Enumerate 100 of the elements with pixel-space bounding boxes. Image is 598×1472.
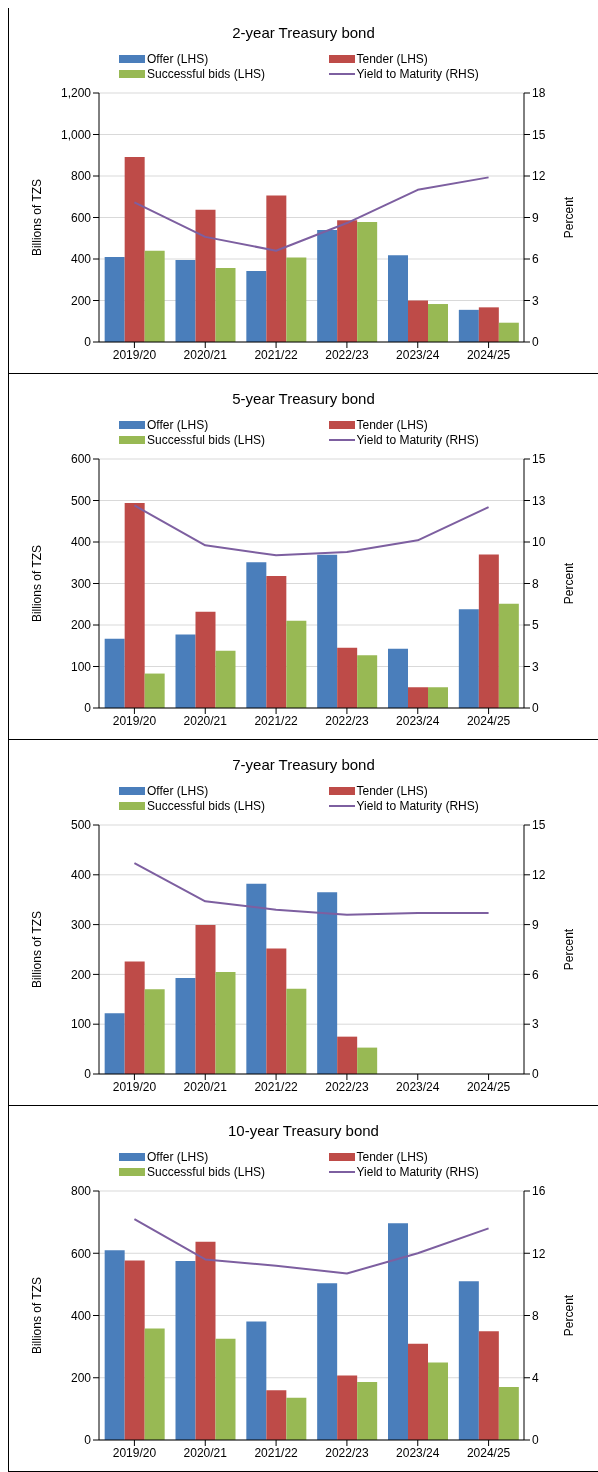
- y-tick-label: 200: [70, 618, 91, 633]
- y2-tick-label: 12: [531, 169, 546, 184]
- y2-tick-label: 0: [531, 1067, 539, 1082]
- x-tick-label: 2019/20: [112, 347, 156, 362]
- chart-title: 10-year Treasury bond: [228, 1122, 379, 1139]
- x-tick-label: 2024/25: [466, 347, 511, 362]
- x-tick-label: 2020/21: [183, 1079, 227, 1094]
- x-tick-label: 2020/21: [183, 1445, 227, 1460]
- y-tick-label: 800: [70, 1184, 91, 1199]
- y2-tick-label: 4: [531, 1371, 539, 1386]
- x-tick-label: 2022/23: [324, 713, 369, 728]
- y2-tick-label: 9: [531, 917, 539, 932]
- y-axis-title: Billions of TZS: [29, 178, 44, 257]
- legend-label: Successful bids (LHS): [147, 798, 266, 813]
- y-axis-title: Billions of TZS: [29, 544, 44, 623]
- x-tick-label: 2023/24: [395, 713, 440, 728]
- legend-label: Successful bids (LHS): [147, 432, 266, 447]
- y2-tick-label: 16: [531, 1184, 546, 1199]
- x-tick-label: 2020/21: [183, 713, 227, 728]
- y2-tick-label: 18: [531, 86, 546, 101]
- y-tick-label: 0: [83, 1433, 91, 1448]
- y-tick-label: 500: [70, 493, 91, 508]
- legend-label: Yield to Maturity (RHS): [356, 798, 479, 813]
- x-tick-label: 2019/20: [112, 1079, 156, 1094]
- y2-tick-label: 15: [531, 127, 546, 142]
- y2-axis-title: Percent: [561, 196, 576, 239]
- y2-tick-label: 0: [531, 701, 539, 716]
- y-tick-label: 300: [70, 576, 91, 591]
- y-tick-label: 0: [83, 1067, 91, 1082]
- x-tick-label: 2024/25: [466, 713, 511, 728]
- y-tick-label: 300: [70, 917, 91, 932]
- y2-tick-label: 0: [531, 1433, 539, 1448]
- y2-axis-title: Percent: [561, 562, 576, 605]
- y2-tick-label: 5: [531, 618, 539, 633]
- y2-tick-label: 12: [531, 868, 546, 883]
- y-tick-label: 100: [70, 659, 91, 674]
- y-tick-label: 0: [83, 701, 91, 716]
- x-tick-label: 2024/25: [466, 1445, 511, 1460]
- x-tick-label: 2021/22: [253, 347, 298, 362]
- legend-label: Offer (LHS): [147, 783, 209, 798]
- y2-axis-title: Percent: [561, 1294, 576, 1337]
- y-tick-label: 400: [70, 535, 91, 550]
- y-axis-title: Billions of TZS: [29, 1276, 44, 1355]
- x-tick-label: 2022/23: [324, 347, 369, 362]
- y-tick-label: 500: [70, 818, 91, 833]
- y-tick-label: 400: [70, 1308, 91, 1323]
- legend-label: Successful bids (LHS): [147, 1164, 266, 1179]
- y2-tick-label: 3: [531, 293, 539, 308]
- y-tick-label: 200: [70, 293, 91, 308]
- y2-tick-label: 9: [531, 210, 539, 225]
- legend-label: Yield to Maturity (RHS): [356, 1164, 479, 1179]
- y-tick-label: 400: [70, 868, 91, 883]
- y-tick-label: 100: [70, 1017, 91, 1032]
- y-tick-label: 1,000: [60, 127, 91, 142]
- x-tick-label: 2023/24: [395, 1445, 440, 1460]
- y-tick-label: 200: [70, 967, 91, 982]
- x-tick-label: 2021/22: [253, 1079, 298, 1094]
- y-tick-label: 200: [70, 1371, 91, 1386]
- legend-label: Tender (LHS): [356, 417, 428, 432]
- y-tick-label: 400: [70, 252, 91, 267]
- legend-label: Yield to Maturity (RHS): [356, 432, 479, 447]
- x-tick-label: 2022/23: [324, 1079, 369, 1094]
- chart-title: 7-year Treasury bond: [232, 756, 375, 773]
- legend-label: Tender (LHS): [356, 51, 428, 66]
- y-tick-label: 800: [70, 169, 91, 184]
- y2-tick-label: 8: [531, 1308, 539, 1323]
- x-tick-label: 2024/25: [466, 1079, 511, 1094]
- x-tick-label: 2022/23: [324, 1445, 369, 1460]
- y2-tick-label: 3: [531, 659, 539, 674]
- legend-label: Tender (LHS): [356, 783, 428, 798]
- legend-label: Successful bids (LHS): [147, 66, 266, 81]
- y-tick-label: 1,200: [60, 86, 91, 101]
- y-tick-label: 600: [70, 452, 91, 467]
- x-tick-label: 2021/22: [253, 713, 298, 728]
- y2-axis-title: Percent: [561, 928, 576, 971]
- y2-tick-label: 6: [531, 252, 539, 267]
- y2-tick-label: 15: [531, 818, 546, 833]
- y2-tick-label: 3: [531, 1017, 539, 1032]
- x-tick-label: 2023/24: [395, 347, 440, 362]
- x-tick-label: 2019/20: [112, 713, 156, 728]
- y2-tick-label: 15: [531, 452, 546, 467]
- y2-tick-label: 8: [531, 576, 539, 591]
- y2-tick-label: 0: [531, 335, 539, 350]
- chart-title: 2-year Treasury bond: [232, 24, 375, 41]
- y2-tick-label: 6: [531, 967, 539, 982]
- x-tick-label: 2021/22: [253, 1445, 298, 1460]
- x-tick-label: 2020/21: [183, 347, 227, 362]
- y-axis-title: Billions of TZS: [29, 910, 44, 989]
- y2-tick-label: 10: [531, 535, 546, 550]
- x-tick-label: 2023/24: [395, 1079, 440, 1094]
- legend-label: Offer (LHS): [147, 51, 209, 66]
- y-tick-label: 600: [70, 210, 91, 225]
- y2-tick-label: 12: [531, 1246, 546, 1261]
- legend-label: Yield to Maturity (RHS): [356, 66, 479, 81]
- y2-tick-label: 13: [531, 493, 546, 508]
- chart-title: 5-year Treasury bond: [232, 390, 375, 407]
- x-tick-label: 2019/20: [112, 1445, 156, 1460]
- y-tick-label: 600: [70, 1246, 91, 1261]
- legend-label: Offer (LHS): [147, 417, 209, 432]
- y-tick-label: 0: [83, 335, 91, 350]
